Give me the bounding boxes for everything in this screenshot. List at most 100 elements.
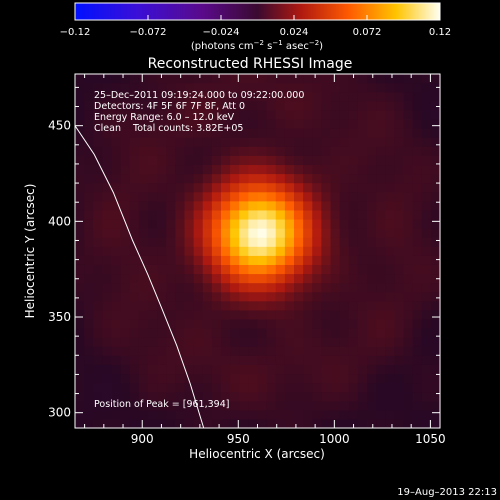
heatmap-cell [157,291,167,302]
heatmap-cell [376,291,386,302]
heatmap-cell [284,155,295,166]
heatmap-cell [357,191,368,202]
heatmap-cell [129,128,140,138]
heatmap-cell [376,209,386,220]
heatmap-cell [120,364,131,375]
heatmap-cell [157,118,167,129]
heatmap-cell [266,209,277,220]
heatmap-cell [239,200,249,211]
heatmap-cell [120,209,131,220]
heatmap-cell [284,146,295,156]
heatmap-cell [294,391,304,402]
heatmap-cell [111,137,122,147]
heatmap-cell [211,328,222,338]
heatmap-cell [312,328,322,338]
heatmap-cell [138,164,149,175]
heatmap-cell [111,409,122,420]
heatmap-cell [184,218,195,229]
heatmap-cell [138,146,149,156]
heatmap-cell [102,91,113,102]
heatmap-cell [394,128,405,138]
heatmap-cell [275,228,286,238]
heatmap-cell [284,100,295,111]
heatmap-cell [339,382,350,393]
heatmap-cell [202,409,213,420]
heatmap-cell [193,100,204,111]
heatmap-cell [330,264,341,275]
heatmap-cell [330,273,341,284]
heatmap-cell [84,155,94,166]
heatmap-cell [357,400,368,411]
heatmap-cell [148,300,158,311]
heatmap-cell [175,182,186,193]
heatmap-cell [330,382,341,393]
heatmap-cell [294,109,304,120]
heatmap-cell [129,391,140,402]
heatmap-cell [339,355,350,365]
heatmap-cell [367,282,377,293]
heatmap-cell [120,391,131,402]
heatmap-cell [120,164,131,175]
heatmap-cell [367,346,377,356]
heatmap-cell [303,128,313,138]
heatmap-cell [230,237,240,247]
heatmap-cell [394,273,405,284]
heatmap-cell [184,73,195,84]
heatmap-cell [284,255,295,265]
heatmap-cell [248,209,259,220]
heatmap-cell [202,246,213,256]
heatmap-cell [193,209,204,220]
heatmap-cell [138,191,149,202]
heatmap-cell [138,218,149,229]
heatmap-cell [157,346,167,356]
heatmap-cell [275,400,286,411]
heatmap-cell [148,182,158,193]
heatmap-cell [193,328,204,338]
heatmap-cell [403,73,414,84]
heatmap-cell [93,373,103,384]
heatmap-cell [230,73,240,84]
heatmap-cell [430,337,441,347]
heatmap-cell [412,346,423,356]
heatmap-cell [239,255,249,265]
heatmap-cell [102,173,113,184]
heatmap-cell [230,118,240,129]
heatmap-cell [403,200,414,211]
heatmap-cell [175,328,186,338]
heatmap-cell [129,82,140,93]
heatmap-cell [321,118,332,129]
heatmap-cell [248,364,259,375]
heatmap-cell [385,209,395,220]
heatmap-cell [157,300,167,311]
heatmap-cell [93,137,103,147]
heatmap-cell [102,182,113,193]
heatmap-cell [275,246,286,256]
heatmap-cell [84,182,94,193]
heatmap-cell [111,309,122,320]
heatmap-cell [385,246,395,256]
heatmap-cell [148,318,158,329]
heatmap-cell [412,128,423,138]
heatmap-cell [367,218,377,229]
heatmap-cell [412,91,423,102]
heatmap-cell [403,364,414,375]
heatmap-cell [412,200,423,211]
heatmap-cell [157,391,167,402]
heatmap-cell [102,237,113,247]
heatmap-cell [303,264,313,275]
heatmap-cell [303,409,313,420]
heatmap-cell [75,264,85,275]
heatmap-cell [312,273,322,284]
heatmap-cell [421,382,432,393]
heatmap-cell [202,273,213,284]
heatmap-cell [221,400,231,411]
heatmap-cell [312,337,322,347]
heatmap-cell [184,400,195,411]
heatmap-cell [339,418,350,429]
heatmap-cell [129,100,140,111]
heatmap-cell [120,409,131,420]
heatmap-cell [376,109,386,120]
heatmap-cell [175,155,186,166]
heatmap-cell [111,337,122,347]
heatmap-cell [148,228,158,238]
